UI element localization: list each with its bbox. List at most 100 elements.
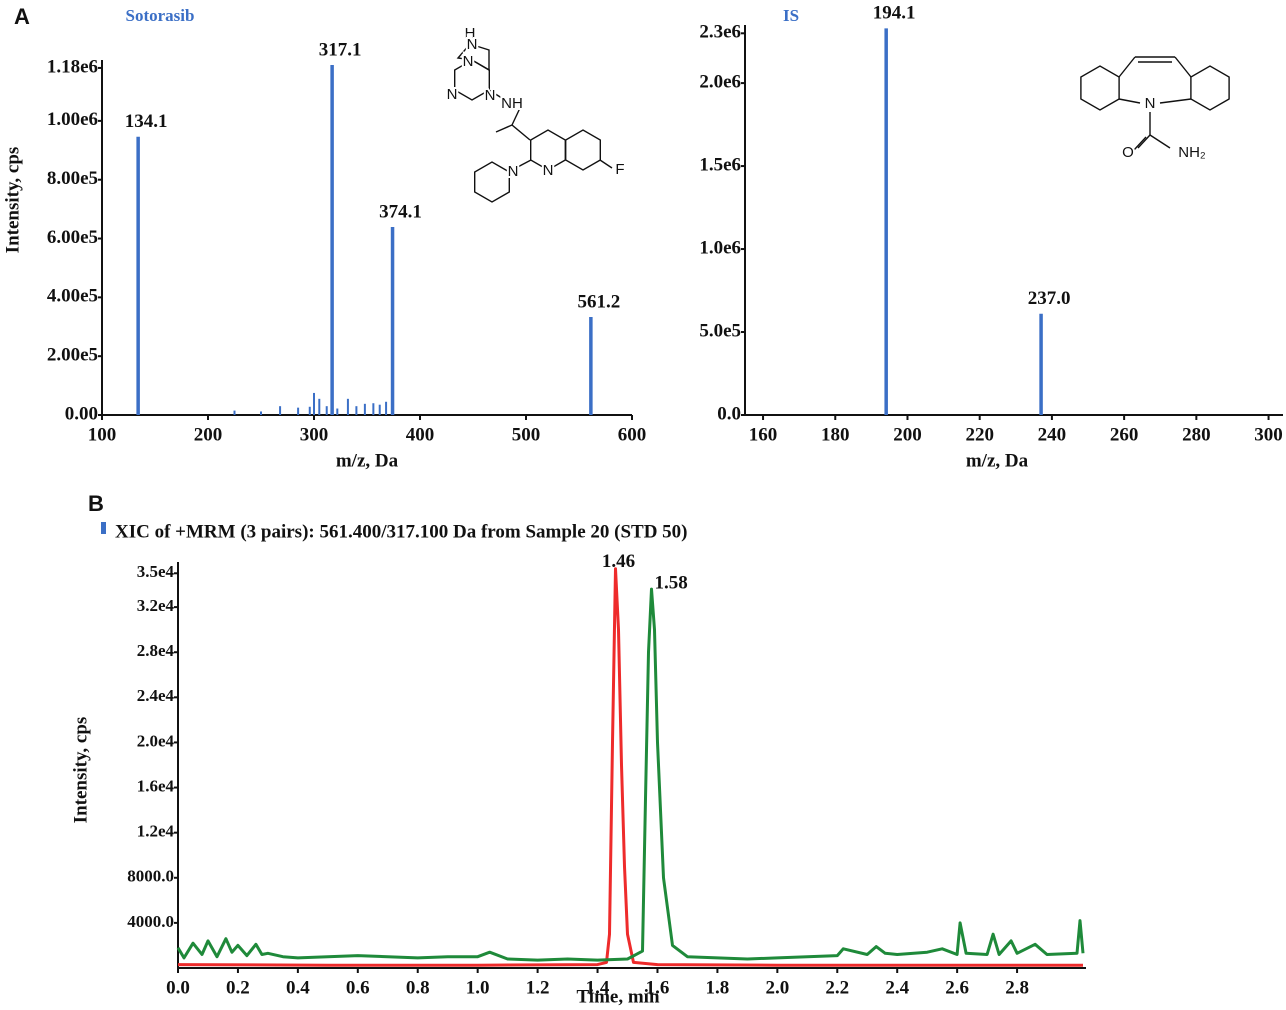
ring — [456, 43, 490, 72]
x-tick-label: 1.4 — [586, 977, 610, 998]
atom-label: H — [465, 25, 476, 42]
x-tick-label: 300 — [300, 424, 329, 445]
x-tick-label: 180 — [821, 424, 850, 445]
bond — [1118, 98, 1141, 104]
bond — [511, 124, 531, 141]
y-tick-label: 1.6e4 — [137, 776, 175, 795]
peak-label: 134.1 — [125, 111, 168, 132]
x-tick-label: 240 — [1038, 424, 1067, 445]
x-tick-label: 220 — [965, 424, 994, 445]
bond — [488, 89, 506, 101]
atom-label: N — [1145, 95, 1156, 112]
x-axis-label: Time, min — [576, 986, 659, 1007]
x-tick-label: 280 — [1182, 424, 1211, 445]
atom-label: N — [463, 53, 474, 70]
x-tick-label: 1.2 — [526, 977, 550, 998]
chart-title: XIC of +MRM (3 pairs): 561.400/317.100 D… — [115, 521, 688, 542]
peak-label: 561.2 — [577, 291, 620, 312]
x-tick-label: 0.6 — [346, 977, 370, 998]
x-tick-label: 260 — [1110, 424, 1139, 445]
y-tick-label: 6.00e5 — [47, 227, 98, 248]
y-tick-label: 4.00e5 — [47, 286, 98, 307]
y-tick-label: 1.2e4 — [137, 822, 175, 841]
y-tick-label: 0.00 — [65, 403, 98, 424]
x-tick-label: 500 — [512, 424, 541, 445]
y-tick-label: 3.5e4 — [137, 562, 175, 581]
x-axis-label: m/z, Da — [336, 450, 399, 471]
peak-label: 194.1 — [873, 3, 916, 24]
peak-label: 237.0 — [1028, 288, 1071, 309]
trace — [176, 587, 1085, 962]
y-tick-label: 5.0e5 — [699, 320, 741, 341]
ring — [1190, 65, 1230, 111]
trace — [177, 567, 1083, 967]
x-axis-label: m/z, Da — [966, 450, 1029, 471]
x-tick-label: 400 — [406, 424, 435, 445]
x-tick-label: 200 — [893, 424, 922, 445]
atom-label: N — [508, 163, 519, 180]
bond — [1174, 56, 1192, 78]
y-tick-label: 3.2e4 — [137, 596, 175, 615]
atom-label: N — [447, 86, 458, 103]
bond — [1118, 56, 1136, 78]
x-tick-label: 600 — [618, 424, 647, 445]
y-tick-label: 1.18e6 — [47, 56, 98, 77]
panel-label: B — [88, 491, 104, 516]
atom-label: N — [467, 36, 478, 53]
x-tick-label: 2.8 — [1005, 977, 1029, 998]
y-tick-label: 2.0e6 — [699, 71, 741, 92]
y-tick-label: 2.3e6 — [699, 22, 741, 43]
x-tick-label: 0.2 — [226, 977, 250, 998]
x-tick-label: 0.4 — [286, 977, 310, 998]
ring — [1080, 65, 1120, 111]
legend-swatch — [101, 522, 106, 534]
chart-title: IS — [783, 6, 799, 25]
atom-label: N — [485, 87, 496, 104]
chart-title: Sotorasib — [126, 6, 195, 25]
ring — [565, 129, 601, 171]
peak-label: 317.1 — [319, 39, 362, 60]
x-tick-label: 2.0 — [765, 977, 789, 998]
ring — [474, 161, 510, 203]
x-tick-label: 2.2 — [825, 977, 849, 998]
y-tick-label: 1.00e6 — [47, 109, 98, 130]
x-tick-label: 2.6 — [945, 977, 969, 998]
x-tick-label: 200 — [194, 424, 223, 445]
y-tick-label: 8.00e5 — [47, 168, 98, 189]
bond — [1137, 134, 1151, 149]
y-tick-label: 1.0e6 — [699, 237, 741, 258]
y-axis-label: Intensity, cps — [70, 717, 91, 824]
x-tick-label: 300 — [1254, 424, 1283, 445]
atom-label: NH₂ — [1178, 144, 1206, 161]
x-tick-label: 100 — [88, 424, 117, 445]
bond — [1149, 134, 1171, 149]
x-tick-label: 0.0 — [166, 977, 190, 998]
bond — [511, 159, 532, 171]
y-tick-label: 8000.0 — [127, 867, 174, 886]
atom-label: N — [543, 162, 554, 179]
bond — [1133, 136, 1147, 151]
bond — [511, 107, 521, 126]
atom-label: NH — [501, 95, 523, 112]
x-tick-label: 1.0 — [466, 977, 490, 998]
bond — [495, 124, 513, 133]
bond — [599, 159, 613, 169]
x-tick-label: 1.8 — [706, 977, 730, 998]
y-tick-label: 2.8e4 — [137, 641, 175, 660]
x-tick-label: 1.6 — [646, 977, 670, 998]
y-tick-label: 4000.0 — [127, 912, 174, 931]
y-tick-label: 1.5e6 — [699, 154, 741, 175]
panel-label: A — [14, 4, 30, 29]
peak-label: 1.46 — [602, 551, 635, 572]
y-tick-label: 0.0 — [717, 403, 741, 424]
x-tick-label: 2.4 — [885, 977, 909, 998]
x-tick-label: 160 — [749, 424, 778, 445]
peak-label: 1.58 — [654, 572, 687, 593]
y-axis-label: Intensity, cps — [2, 147, 23, 254]
y-tick-label: 2.0e4 — [137, 731, 175, 750]
y-tick-label: 2.00e5 — [47, 345, 98, 366]
x-tick-label: 0.8 — [406, 977, 430, 998]
bond — [1159, 98, 1192, 104]
peak-label: 374.1 — [379, 201, 422, 222]
